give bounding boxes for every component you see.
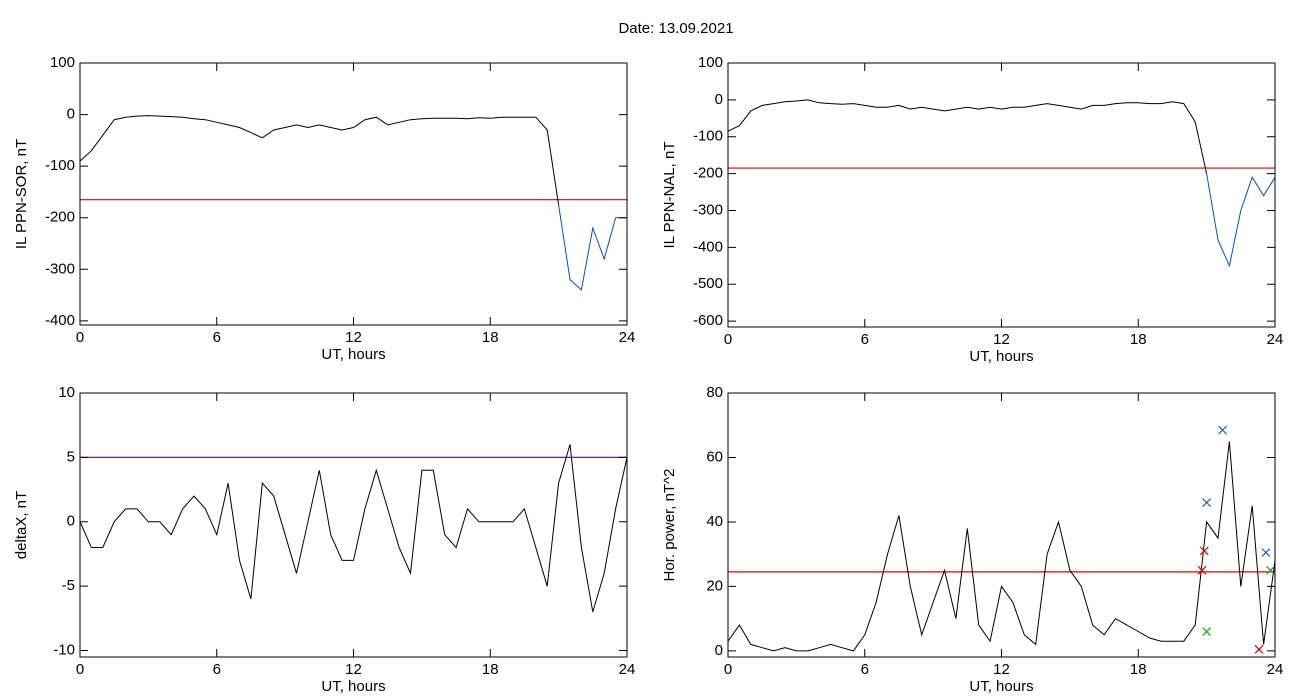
cross-marker <box>1261 548 1271 557</box>
x-tick-label: 12 <box>993 661 1010 678</box>
y-tick-label: -400 <box>693 238 723 255</box>
y-tick-label: 0 <box>67 513 75 530</box>
x-tick-label: 12 <box>345 329 362 346</box>
x-tick-label: 18 <box>482 329 499 346</box>
data-line <box>79 115 560 205</box>
y-tick-label: 20 <box>706 577 723 594</box>
data-line <box>727 441 1276 652</box>
plot-frame <box>79 62 628 326</box>
x-tick-label: 12 <box>993 331 1010 348</box>
y-tick-label: 0 <box>67 106 75 123</box>
cross-marker <box>1266 565 1275 575</box>
y-tick-label: 10 <box>58 384 75 401</box>
x-tick-label: 0 <box>76 329 84 346</box>
plot-frame <box>727 62 1276 328</box>
x-tick-label: 24 <box>619 329 636 346</box>
y-tick-label: 100 <box>698 54 723 71</box>
y-axis-label: IL PPN-NAL, nT <box>661 142 678 249</box>
x-tick-label: 12 <box>345 661 362 678</box>
data-line <box>558 204 627 291</box>
figure-title: Date: 13.09.2021 <box>618 20 733 37</box>
y-tick-label: -100 <box>693 128 723 145</box>
y-tick-label: -200 <box>693 165 723 182</box>
y-tick-label: 100 <box>50 54 75 71</box>
y-tick-label: 40 <box>706 513 723 530</box>
x-tick-label: 24 <box>619 661 636 678</box>
y-tick-label: -5 <box>62 577 75 594</box>
y-axis-label: Hor. power, nT^2 <box>661 469 678 582</box>
y-tick-label: 0 <box>715 642 723 659</box>
x-tick-label: 18 <box>1130 661 1147 678</box>
y-tick-label: -300 <box>693 201 723 218</box>
x-tick-label: 6 <box>861 661 869 678</box>
data-line <box>1206 173 1276 268</box>
x-tick-label: 0 <box>724 331 732 348</box>
y-axis-label: IL PPN-SOR, nT <box>13 139 30 249</box>
y-tick-label: 0 <box>715 91 723 108</box>
cross-marker <box>1202 627 1212 636</box>
x-axis-label: UT, hours <box>969 678 1033 695</box>
y-tick-label: 5 <box>67 448 75 465</box>
x-tick-label: 18 <box>482 661 499 678</box>
y-tick-label: -100 <box>45 157 75 174</box>
x-tick-label: 6 <box>861 331 869 348</box>
y-tick-label: -500 <box>693 275 723 292</box>
x-axis-label: UT, hours <box>321 346 385 363</box>
y-tick-label: -300 <box>45 260 75 277</box>
cross-marker <box>1254 644 1264 654</box>
x-tick-label: 0 <box>76 661 84 678</box>
x-tick-label: 0 <box>724 661 732 678</box>
x-tick-label: 24 <box>1267 331 1284 348</box>
cross-marker <box>1202 498 1212 508</box>
y-tick-label: -200 <box>45 209 75 226</box>
cross-marker <box>1199 546 1209 556</box>
x-tick-label: 6 <box>213 329 221 346</box>
y-tick-label: -400 <box>45 312 75 329</box>
y-tick-label: 60 <box>706 448 723 465</box>
y-axis-label: deltaX, nT <box>13 491 30 559</box>
cross-marker <box>1197 565 1207 575</box>
plot-frame <box>727 392 1276 658</box>
x-tick-label: 18 <box>1130 331 1147 348</box>
x-axis-label: UT, hours <box>969 348 1033 365</box>
data-line <box>727 99 1208 174</box>
x-axis-label: UT, hours <box>321 678 385 695</box>
y-tick-label: -600 <box>693 312 723 329</box>
cross-marker <box>1218 425 1228 435</box>
x-tick-label: 6 <box>213 661 221 678</box>
x-tick-label: 24 <box>1267 661 1284 678</box>
data-line <box>79 444 628 613</box>
y-tick-label: -10 <box>53 642 75 659</box>
y-tick-label: 80 <box>706 384 723 401</box>
